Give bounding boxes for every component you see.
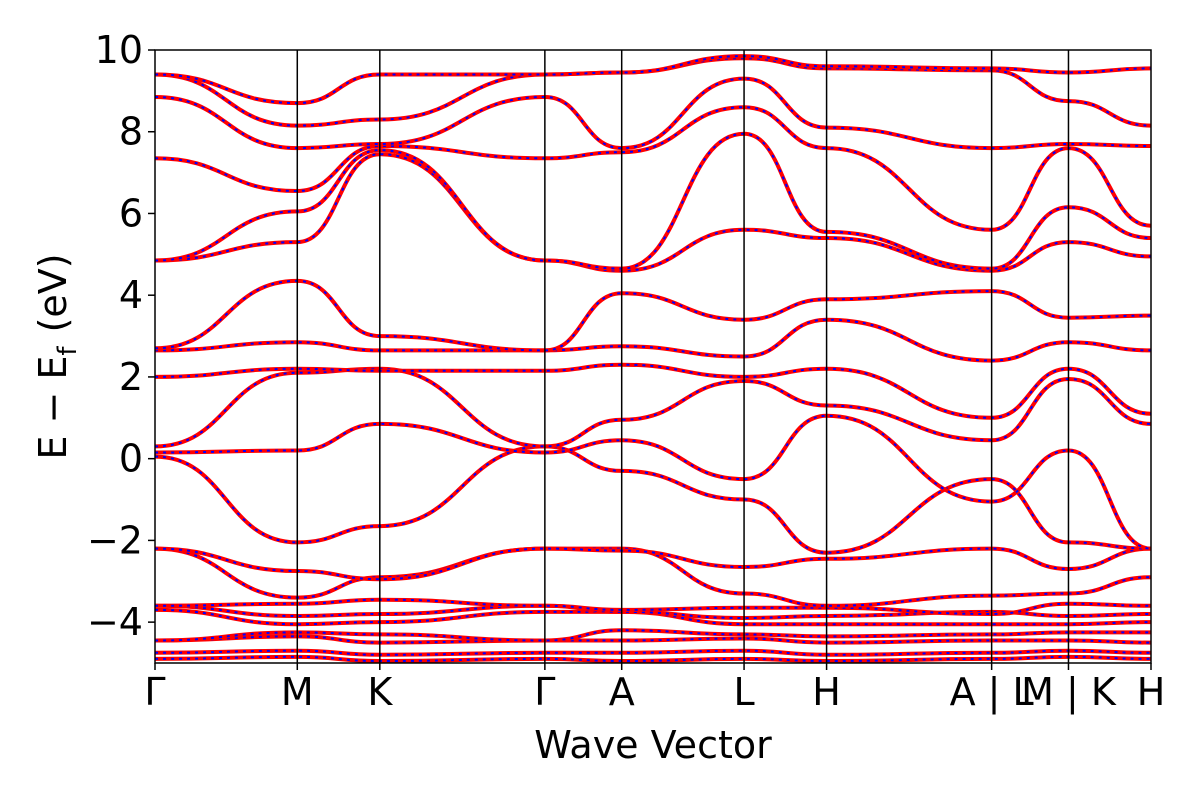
band-8-blue [155,547,1151,581]
band-lines [155,54,1151,663]
x-tick-label: H [812,670,841,714]
y-tick-label: 2 [119,355,143,399]
band-18-red [155,76,1151,151]
band-13-red [155,317,1151,363]
y-tick-label: 10 [95,28,143,72]
band-6-blue [155,598,1151,616]
x-axis-ticks: Γ M K Γ A L H A | LM | K H [144,663,1165,715]
band-17-blue [155,106,1151,231]
band-0-red [155,654,1151,663]
y-axis-label-main: E − E [31,356,75,460]
x-tick-label: H [1137,670,1166,714]
band-14-red [155,278,1151,353]
band-12-blue [155,363,1151,419]
plot-frame [154,49,1152,664]
band-20-blue [155,55,1151,105]
x-tick-label: K [367,670,393,714]
y-axis-label: E − Ef (eV) [31,253,83,459]
band-13-blue [155,318,1151,362]
band-11-blue [155,367,1151,448]
x-tick-label: A [609,670,635,714]
band-10-blue [155,414,1151,550]
x-tick-label: Γ [144,670,165,714]
band-11-red [155,366,1151,449]
band-1-red [155,648,1151,657]
y-tick-label: −2 [87,518,143,562]
high-symmetry-lines [296,50,1070,663]
band-8-red [155,546,1151,582]
band-20-red [155,54,1151,106]
band-16-blue [155,132,1151,270]
band-15-red [155,152,1151,273]
y-tick-label: 4 [119,273,143,317]
band-2-red [155,634,1151,645]
y-tick-label: 0 [119,437,143,481]
x-tick-label: L [733,670,754,714]
x-tick-label: Γ [534,670,555,714]
band-16-red [155,131,1151,271]
x-tick-label: A | L [950,670,1034,715]
x-tick-label: M [281,670,314,714]
y-axis-ticks: −4 −2 0 2 4 6 8 10 [87,28,155,644]
y-axis-label-unit: (eV) [31,253,75,332]
band-7-blue [155,547,1151,607]
x-axis-label: Wave Vector [534,723,772,767]
y-axis-label-subscript: f [53,346,83,356]
band-9-red [155,444,1151,555]
band-3-blue [155,629,1151,642]
band-14-blue [155,279,1151,352]
x-tick-label: M | K [1021,670,1117,715]
y-tick-label: 8 [119,110,143,154]
y-tick-label: 6 [119,191,143,235]
y-tick-label: −4 [87,600,143,644]
band-18-blue [155,77,1151,150]
